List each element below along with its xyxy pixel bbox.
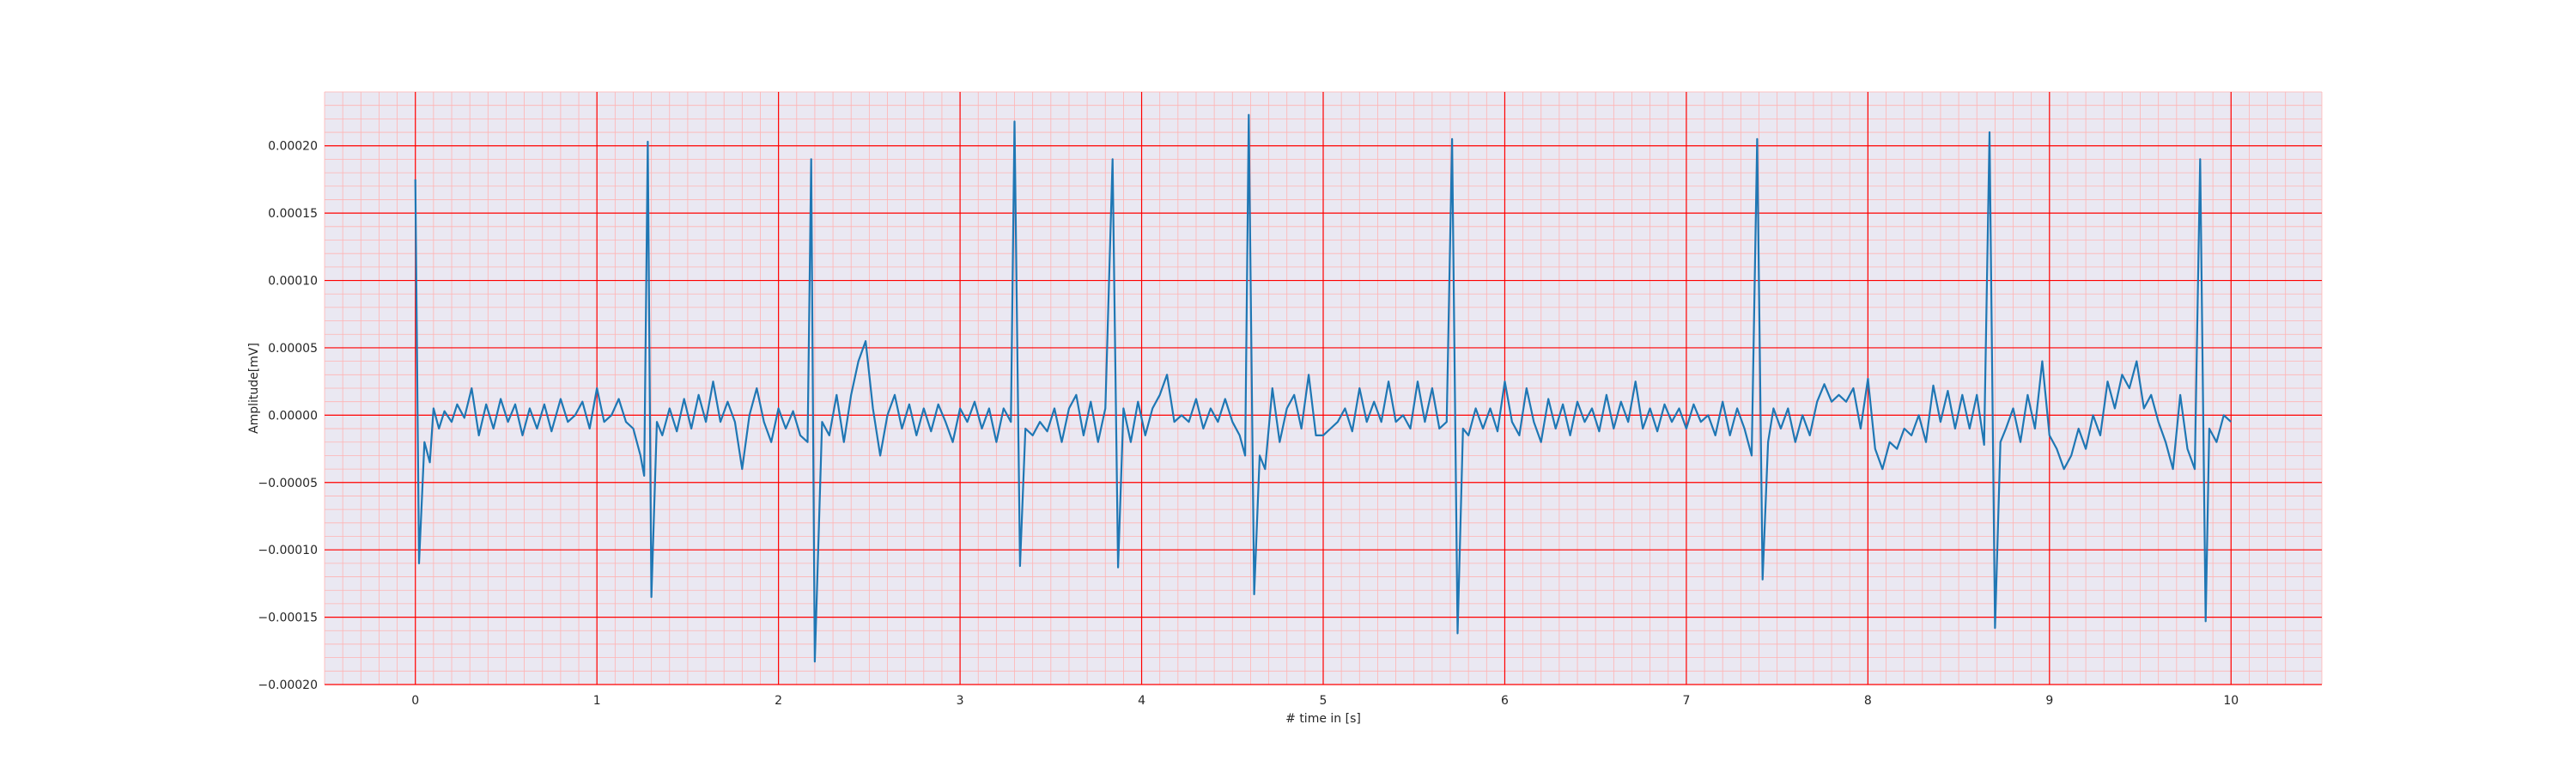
x-tick-label: 10 [2223,694,2239,708]
x-axis-label: # time in [s] [1285,712,1361,726]
x-tick-label: 7 [1682,694,1690,708]
x-tick-label: 3 [957,694,964,708]
y-tick-label: 0.00020 [268,140,318,154]
x-tick-label: 8 [1864,694,1872,708]
y-tick-label: −0.00005 [258,477,318,490]
y-tick-label: 0.00005 [268,342,318,356]
y-tick-label: −0.00015 [258,612,318,625]
y-tick-label: 0.00015 [268,207,318,221]
x-tick-label: 6 [1501,694,1509,708]
x-tick-label: 5 [1320,694,1327,708]
x-tick-label: 4 [1138,694,1145,708]
y-axis-label: Amplitude[mV] [247,343,261,434]
x-tick-label: 0 [411,694,419,708]
x-tick-label: 9 [2045,694,2053,708]
series-group [414,113,2233,663]
y-tick-label: 0.00010 [268,275,318,289]
y-axis-ticks: −0.00020 −0.00015 −0.00010 −0.00005 0.00000 0… [258,140,318,692]
y-tick-label: 0.00000 [268,409,318,423]
y-tick-label: −0.00020 [258,679,318,692]
ecg-series-line-0 [414,113,2233,663]
x-tick-label: 1 [593,694,601,708]
x-tick-label: 2 [775,694,782,708]
y-tick-label: −0.00010 [258,544,318,557]
x-axis-ticks: 0 1 2 3 4 5 6 7 8 9 10 [411,694,2239,708]
